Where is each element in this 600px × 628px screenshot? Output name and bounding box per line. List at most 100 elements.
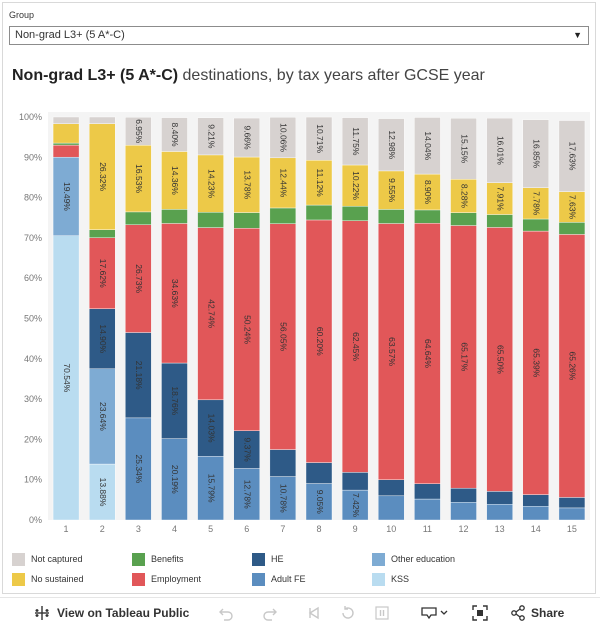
chart-title-rest: destinations, by tax years after GCSE ye… [178,67,485,84]
legend-item[interactable]: Adult FE [252,572,306,586]
share-icon [511,605,525,621]
y-tick-label: 90% [24,152,42,162]
x-tick-label: 12 [459,524,469,534]
data-label: 12.98% [387,130,397,159]
legend-item[interactable]: KSS [372,572,409,586]
data-label: 16.01% [495,136,505,165]
bar-segment [197,399,224,457]
legend-swatch [12,552,25,566]
bar-segment [486,504,513,521]
bar-segment [269,117,297,159]
data-label: 50.24% [242,315,252,344]
bar-segment [197,117,224,156]
view-on-tableau-public-label: View on Tableau Public [57,606,190,620]
bar-segment [197,212,224,228]
legend-item[interactable]: No sustained [12,572,84,586]
legend-item[interactable]: Employment [132,572,201,586]
pause-button[interactable] [374,605,390,621]
legend-label: HE [271,554,284,564]
bar-segment [305,483,333,521]
bar-segment [486,117,513,183]
bar-segment [233,468,260,521]
data-label: 14.04% [423,131,433,160]
y-tick-label: 40% [24,354,42,364]
bar-segment [161,209,188,224]
group-dropdown[interactable]: Non-grad L3+ (5 A*-C) ▼ [9,26,589,45]
download-button[interactable] [420,605,448,621]
data-label: 10.22% [351,171,361,200]
x-tick-label: 1 [64,524,69,534]
data-label: 12.78% [242,480,252,509]
bar-segment [88,123,116,230]
bar-segment [414,117,441,175]
data-label: 65.26% [568,352,578,381]
bar-segment [52,156,80,236]
legend-swatch [132,572,145,586]
bar-segment [558,120,586,192]
data-label: 60.20% [315,327,325,356]
data-label: 12.44% [279,168,289,197]
data-label: 34.63% [170,279,180,308]
bar-segment [125,211,152,226]
legend-item[interactable]: Benefits [132,552,184,566]
x-tick-label: 5 [208,524,213,534]
fullscreen-button[interactable] [472,605,488,621]
redo-icon [263,608,277,621]
bar-segment [197,456,224,521]
data-label: 21.18% [134,361,144,390]
legend-swatch [372,552,385,566]
redo-button[interactable] [262,605,278,621]
data-label: 14.23% [206,169,216,198]
refresh-button[interactable] [340,605,356,621]
legend-swatch [132,552,145,566]
legend-swatch [372,572,385,586]
legend-item[interactable]: Not captured [12,552,83,566]
bar-segment [414,223,441,484]
bar-segment [233,117,260,158]
bar-segment [341,472,369,491]
data-label: 10.71% [315,124,325,153]
bar-segment [233,212,260,229]
bar-segment [414,209,441,224]
data-label: 15.15% [459,134,469,163]
legend-item[interactable]: Other education [372,552,455,566]
bar-segment [125,117,152,146]
bar-segment [522,506,549,521]
data-label: 62.45% [351,332,361,361]
bar-segment [88,116,116,124]
data-label: 7.63% [568,195,578,220]
undo-button[interactable] [218,605,234,621]
x-tick-label: 7 [280,524,285,534]
bar-segment [52,123,80,144]
x-tick-label: 2 [100,524,105,534]
bar-segment [161,151,188,210]
y-tick-label: 30% [24,394,42,404]
bar-segment [378,495,405,521]
chart-title-bold: Non-grad L3+ (5 A*-C) [12,67,179,84]
pause-icon [375,606,389,620]
data-label: 64.64% [423,339,433,368]
bar-segment [558,497,586,509]
revert-button[interactable] [306,605,322,621]
view-on-tableau-public-button[interactable]: View on Tableau Public [34,605,189,621]
bar-segment [558,191,586,223]
legend-item[interactable]: HE [252,552,284,566]
y-tick-label: 10% [24,475,42,485]
bar-segment [269,223,297,450]
legend-label: No sustained [31,574,84,584]
data-label: 16.53% [134,164,144,193]
legend-label: Adult FE [271,574,306,584]
bar-segment [52,144,80,158]
data-label: 9.21% [206,124,216,149]
data-label: 65.39% [532,348,542,377]
share-button[interactable]: Share [510,605,564,621]
bar-segment [88,308,116,369]
legend-swatch [12,572,25,586]
data-label: 14.36% [170,166,180,195]
revert-icon [308,606,319,620]
fullscreen-icon [472,605,488,621]
data-label: 8.28% [459,184,469,209]
bar-segment [233,228,260,431]
data-label: 9.66% [242,125,252,150]
bar-segment [486,214,513,228]
